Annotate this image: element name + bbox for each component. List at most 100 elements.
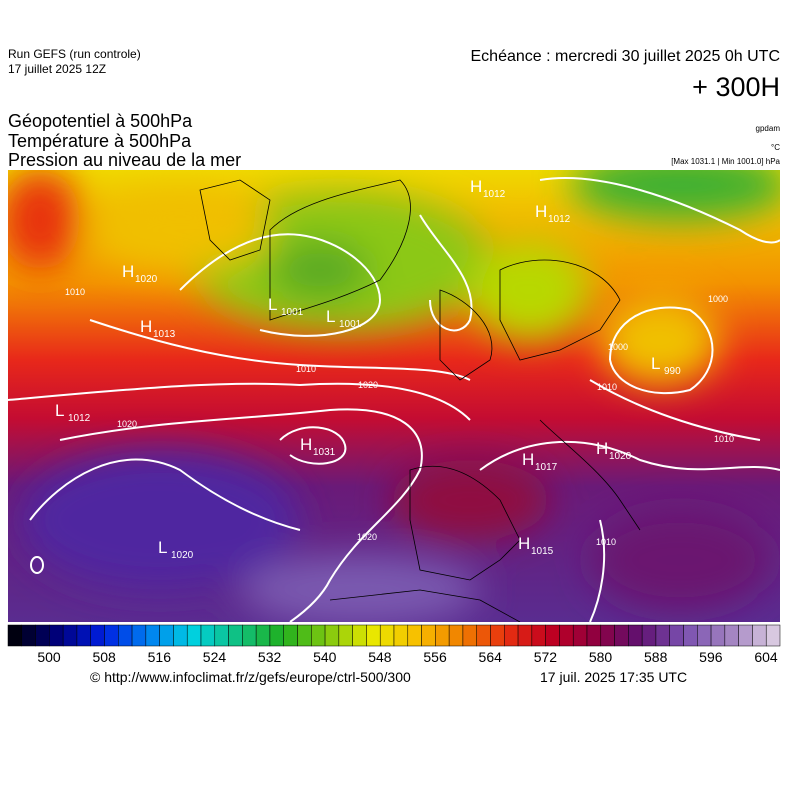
pressure-letter: H (300, 435, 312, 454)
colorbar-cell (21, 624, 36, 647)
pressure-value: 1013 (153, 329, 176, 340)
colorbar-tick: 500 (37, 649, 61, 665)
field: Température à 500hPa (8, 131, 192, 151)
contour-label: 1010 (596, 537, 616, 547)
colorbar-cell (76, 624, 91, 647)
pressure-value: 1001 (339, 319, 362, 330)
colorbar-cell (421, 624, 436, 647)
colorbar-cell (765, 624, 781, 647)
colorbar-tick: 596 (699, 649, 723, 665)
lead-time: + 300H (692, 72, 780, 102)
field: Pression au niveau de la mer (8, 150, 241, 170)
unit: °C (771, 143, 780, 152)
pressure-value: 1017 (535, 462, 558, 473)
colorbar-cell (628, 624, 643, 647)
pressure-letter: L (55, 401, 64, 420)
colorbar-tick: 532 (258, 649, 282, 665)
colorbar-cell (311, 624, 326, 647)
contour-label: 1000 (608, 342, 628, 352)
pressure-letter: L (326, 307, 335, 326)
contour-label: 1020 (358, 380, 378, 390)
colorbar-cell (600, 624, 615, 647)
colorbar-cell (435, 624, 450, 647)
colorbar-cell (186, 624, 202, 647)
colorbar-cell (283, 624, 298, 647)
colorbar-cell (145, 624, 160, 647)
pressure-letter: L (651, 354, 660, 373)
colorbar-cell (173, 624, 188, 647)
coastlines (199, 179, 641, 622)
pressure-value: 1012 (483, 189, 506, 200)
colorbar-cell (352, 624, 367, 647)
colorbar-cell (131, 624, 147, 647)
colorbar-cell (90, 624, 105, 647)
colorbar-cell (724, 624, 739, 647)
colorbar-cell (366, 624, 381, 647)
colorbar-cell (669, 624, 684, 647)
run: Run GEFS (run controle) (8, 47, 141, 61)
pressure-letter: H (535, 202, 547, 221)
colorbar-tick: 580 (589, 649, 613, 665)
colorbar-cell (214, 624, 229, 647)
colorbar-cell (269, 624, 284, 647)
run-date: 17 juillet 2025 12Z (8, 62, 106, 76)
colorbar-cell (104, 624, 119, 647)
colorbar-cell (7, 624, 23, 647)
contour-label: 1000 (708, 294, 728, 304)
pressure-value: 1012 (68, 413, 91, 424)
colorbar-cell (159, 624, 174, 647)
colorbar-cell (738, 624, 753, 647)
pressure-value: 1020 (135, 274, 158, 285)
unit: gpdam (756, 124, 781, 133)
colorbar-cell (614, 624, 629, 647)
colorbar-cell (683, 624, 698, 647)
pressure-value: 1020 (171, 550, 194, 561)
colorbar-cell (462, 624, 477, 647)
colorbar-tick: 572 (534, 649, 558, 665)
pressure-value: 990 (664, 366, 681, 377)
isobars (8, 177, 780, 622)
colorbar-tick: 540 (313, 649, 337, 665)
colorbar-cell (531, 624, 546, 647)
colorbar-tick: 588 (644, 649, 668, 665)
fields (8, 170, 780, 622)
colorbar-cell (572, 624, 588, 647)
colorbar-cell (476, 624, 491, 647)
colorbar-cell (586, 624, 602, 647)
colorbar-cell (545, 624, 560, 647)
colorbar-cell (393, 624, 409, 647)
pressure-letter: H (122, 262, 134, 281)
colorbar-cell (448, 624, 464, 647)
colorbar-cell (559, 624, 574, 647)
echeance: Echéance : mercredi 30 juillet 2025 0h U… (471, 48, 781, 65)
colorbar-cell (118, 624, 133, 647)
contour-label: 1020 (117, 419, 137, 429)
colorbar-cell (655, 624, 670, 647)
colorbar-cell (62, 624, 78, 647)
colorbar-tick: 604 (754, 649, 778, 665)
contour-label: 1010 (714, 434, 734, 444)
field: Géopotentiel à 500hPa (8, 111, 193, 131)
pressure-letter: H (596, 439, 608, 458)
colorbar-cell (490, 624, 505, 647)
colorbar-cell (379, 624, 395, 647)
colorbar-cell (255, 624, 271, 647)
colorbar-cell (338, 624, 353, 647)
colorbar-tick: 524 (203, 649, 227, 665)
pressure-value: 1031 (313, 447, 336, 458)
colorbar-cell (641, 624, 657, 647)
pressure-letter: H (470, 177, 482, 196)
colorbar-cell (407, 624, 422, 647)
pressure-value: 1020 (609, 451, 632, 462)
generated: 17 juil. 2025 17:35 UTC (540, 669, 687, 685)
contour-label: 1010 (597, 382, 617, 392)
colorbar-cell (242, 624, 257, 647)
pressure-letter: L (268, 295, 277, 314)
colorbar-cell (517, 624, 533, 647)
colorbar-cell (49, 624, 64, 647)
colorbar-cell (324, 624, 340, 647)
colorbar-cell (35, 624, 50, 647)
contour-label: 1020 (357, 532, 377, 542)
